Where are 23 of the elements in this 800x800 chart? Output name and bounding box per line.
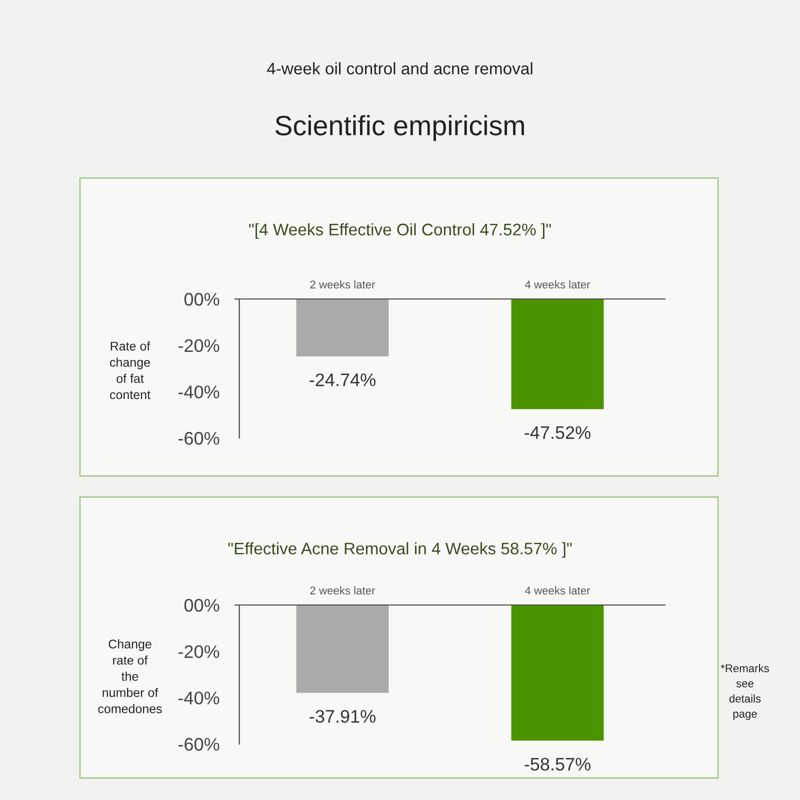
y-tick-label: -40% [178, 386, 220, 398]
y-tick-label: 00% [184, 598, 220, 612]
text: 4-week oil control and acne removal [266, 62, 532, 74]
y-tick-label: -20% [178, 339, 220, 352]
x-tick-label: 2 weeks later [310, 280, 376, 288]
y-tick-label: 00% [184, 292, 220, 306]
y-tick-label: -20% [178, 645, 220, 658]
data-label: -58.57% [524, 758, 590, 771]
y-tick-label: -60% [178, 738, 220, 751]
data-label: -47.52% [524, 426, 590, 440]
text: Scientific empiricism [275, 115, 524, 141]
y-axis-title: Rate of change of fat content [110, 341, 150, 400]
chart-title: "[4 Weeks Effective Oil Control 47.52% ]" [249, 223, 551, 239]
text: *Remarks see details page [720, 664, 769, 720]
y-axis-title: Change rate of the number of comedones [98, 639, 162, 714]
x-tick-label: 2 weeks later [310, 586, 376, 594]
chart-title: "Effective Acne Removal in 4 Weeks 58.57% ]" [228, 542, 572, 558]
data-label: -37.91% [310, 710, 376, 723]
x-tick-label: 4 weeks later [525, 586, 590, 594]
y-tick-label: -60% [178, 432, 220, 445]
y-tick-label: -40% [178, 692, 220, 704]
x-tick-label: 4 weeks later [525, 280, 590, 288]
data-label: -24.74% [310, 373, 376, 386]
